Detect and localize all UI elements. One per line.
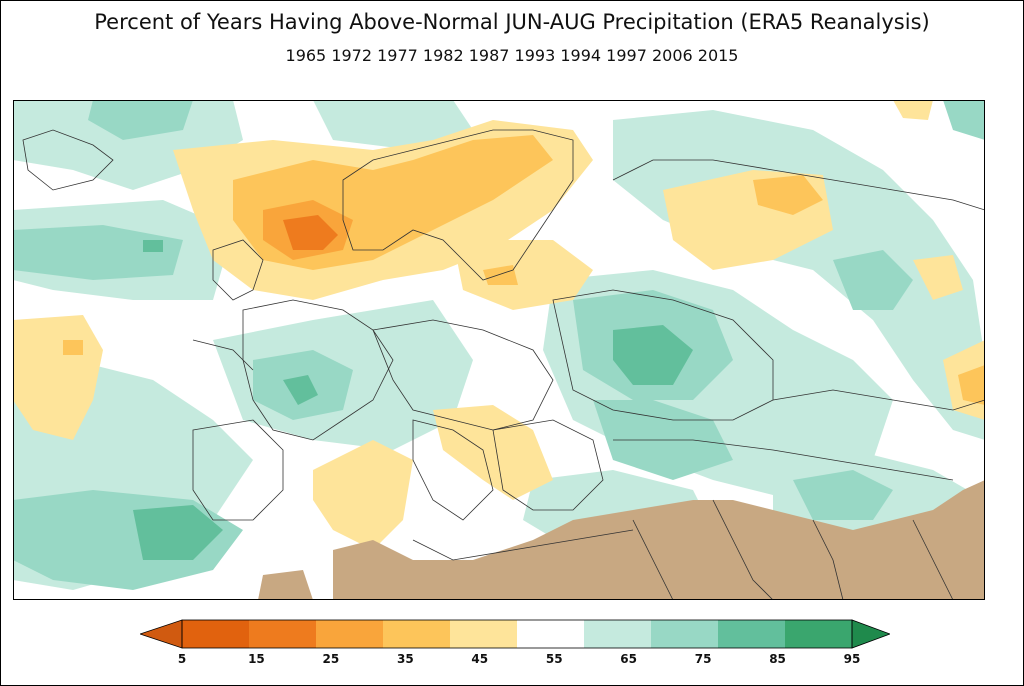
colorbar-tick-label: 15 <box>248 652 265 666</box>
years-list: 1965 1972 1977 1982 1987 1993 1994 1997 … <box>285 46 739 65</box>
wet-strong-regions <box>133 240 693 560</box>
colorbar-tick-label: 65 <box>620 652 637 666</box>
colorbar-tick-label: 85 <box>769 652 786 666</box>
colorbar-segment <box>785 620 852 648</box>
masked-dry-area <box>258 480 985 600</box>
colorbar-over-arrow <box>851 619 890 649</box>
colorbar-tick-label: 25 <box>322 652 340 666</box>
colorbar-tick-label: 35 <box>396 652 414 666</box>
map-title: Percent of Years Having Above-Normal JUN… <box>94 10 930 34</box>
colorbar-segment <box>517 620 584 648</box>
colorbar-segment <box>584 620 651 648</box>
colorbar-segment <box>249 620 316 648</box>
colorbar-segment <box>718 620 785 648</box>
colorbar-segment <box>651 620 718 648</box>
borders <box>22 129 985 600</box>
colorbar-segment <box>182 620 249 648</box>
colorbar-tick-label: 45 <box>471 652 489 666</box>
colorbar-segment <box>383 620 450 648</box>
dry-extreme-regions <box>283 215 338 250</box>
colorbar-under-arrow <box>140 619 183 649</box>
colorbar-tick-label: 95 <box>843 652 861 666</box>
colorbar-segment <box>316 620 383 648</box>
colorbar-tick-label: 75 <box>694 652 712 666</box>
precipitation-map <box>13 100 985 600</box>
colorbar <box>140 619 890 649</box>
colorbar-tick-label: 55 <box>545 652 563 666</box>
colorbar-tick-label: 5 <box>177 652 187 666</box>
colorbar-segment <box>450 620 517 648</box>
